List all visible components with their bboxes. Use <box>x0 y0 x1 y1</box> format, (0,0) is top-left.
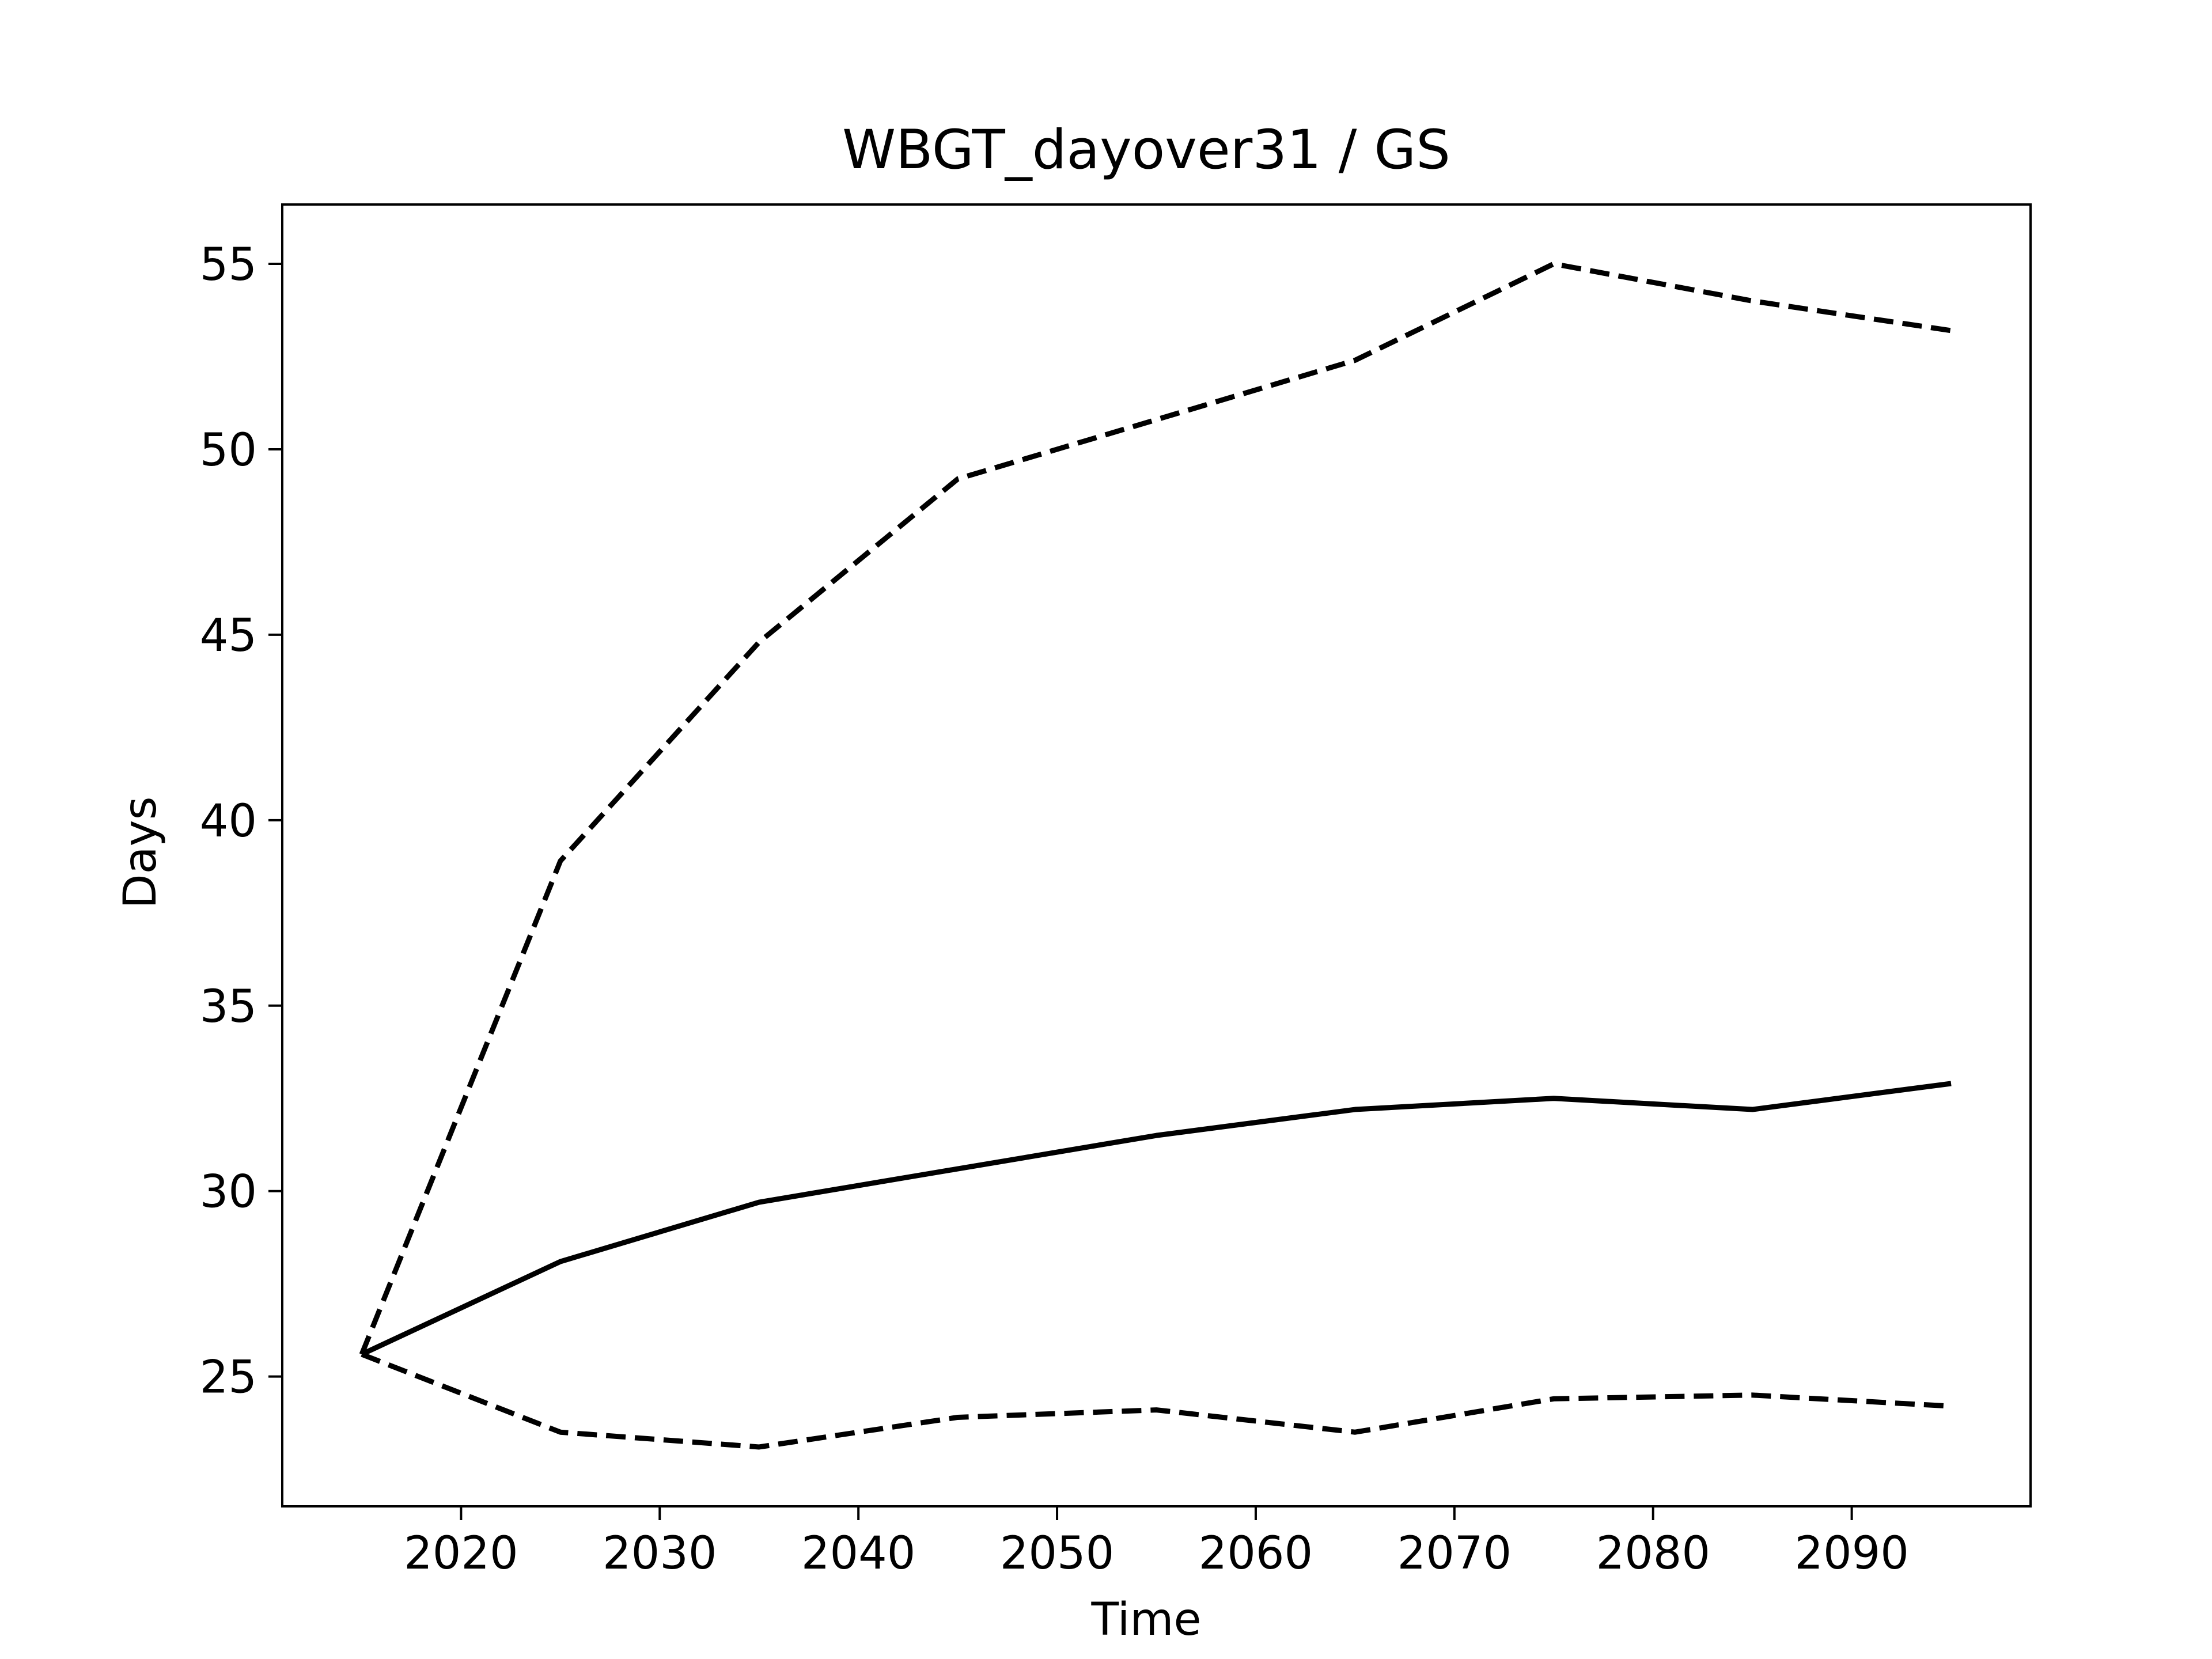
lower-bound-line <box>361 1351 1952 1450</box>
y-tick-label: 55 <box>200 239 257 291</box>
x-tick-label: 2080 <box>1596 1528 1710 1580</box>
x-tick-label: 2060 <box>1199 1528 1313 1580</box>
x-tick-label: 2030 <box>603 1528 717 1580</box>
y-tick-label: 25 <box>200 1352 257 1404</box>
x-tick-label: 2070 <box>1397 1528 1512 1580</box>
y-tick-label: 30 <box>200 1166 257 1218</box>
y-tick-label: 50 <box>200 425 257 476</box>
x-tick-label: 2020 <box>404 1528 518 1580</box>
y-axis-ticks: 25 30 35 40 45 50 55 <box>200 239 282 1404</box>
x-tick-label: 2090 <box>1794 1528 1909 1580</box>
x-axis-ticks: 2020 2030 2040 2050 2060 2070 2080 2090 <box>404 1506 1909 1580</box>
upper-bound-line <box>359 261 1952 1355</box>
y-tick-label: 35 <box>200 981 257 1033</box>
x-axis-title: Time <box>1091 1594 1202 1646</box>
median-line <box>361 1081 1952 1357</box>
chart-title: WBGT_dayover31 / GS <box>842 119 1450 181</box>
plot-lines <box>359 261 1952 1450</box>
x-tick-label: 2050 <box>1000 1528 1115 1580</box>
y-tick-label: 40 <box>200 796 257 847</box>
y-tick-label: 45 <box>200 610 257 662</box>
y-axis-title: Days <box>115 797 166 909</box>
x-tick-label: 2040 <box>801 1528 916 1580</box>
plot-frame <box>281 203 2032 1508</box>
